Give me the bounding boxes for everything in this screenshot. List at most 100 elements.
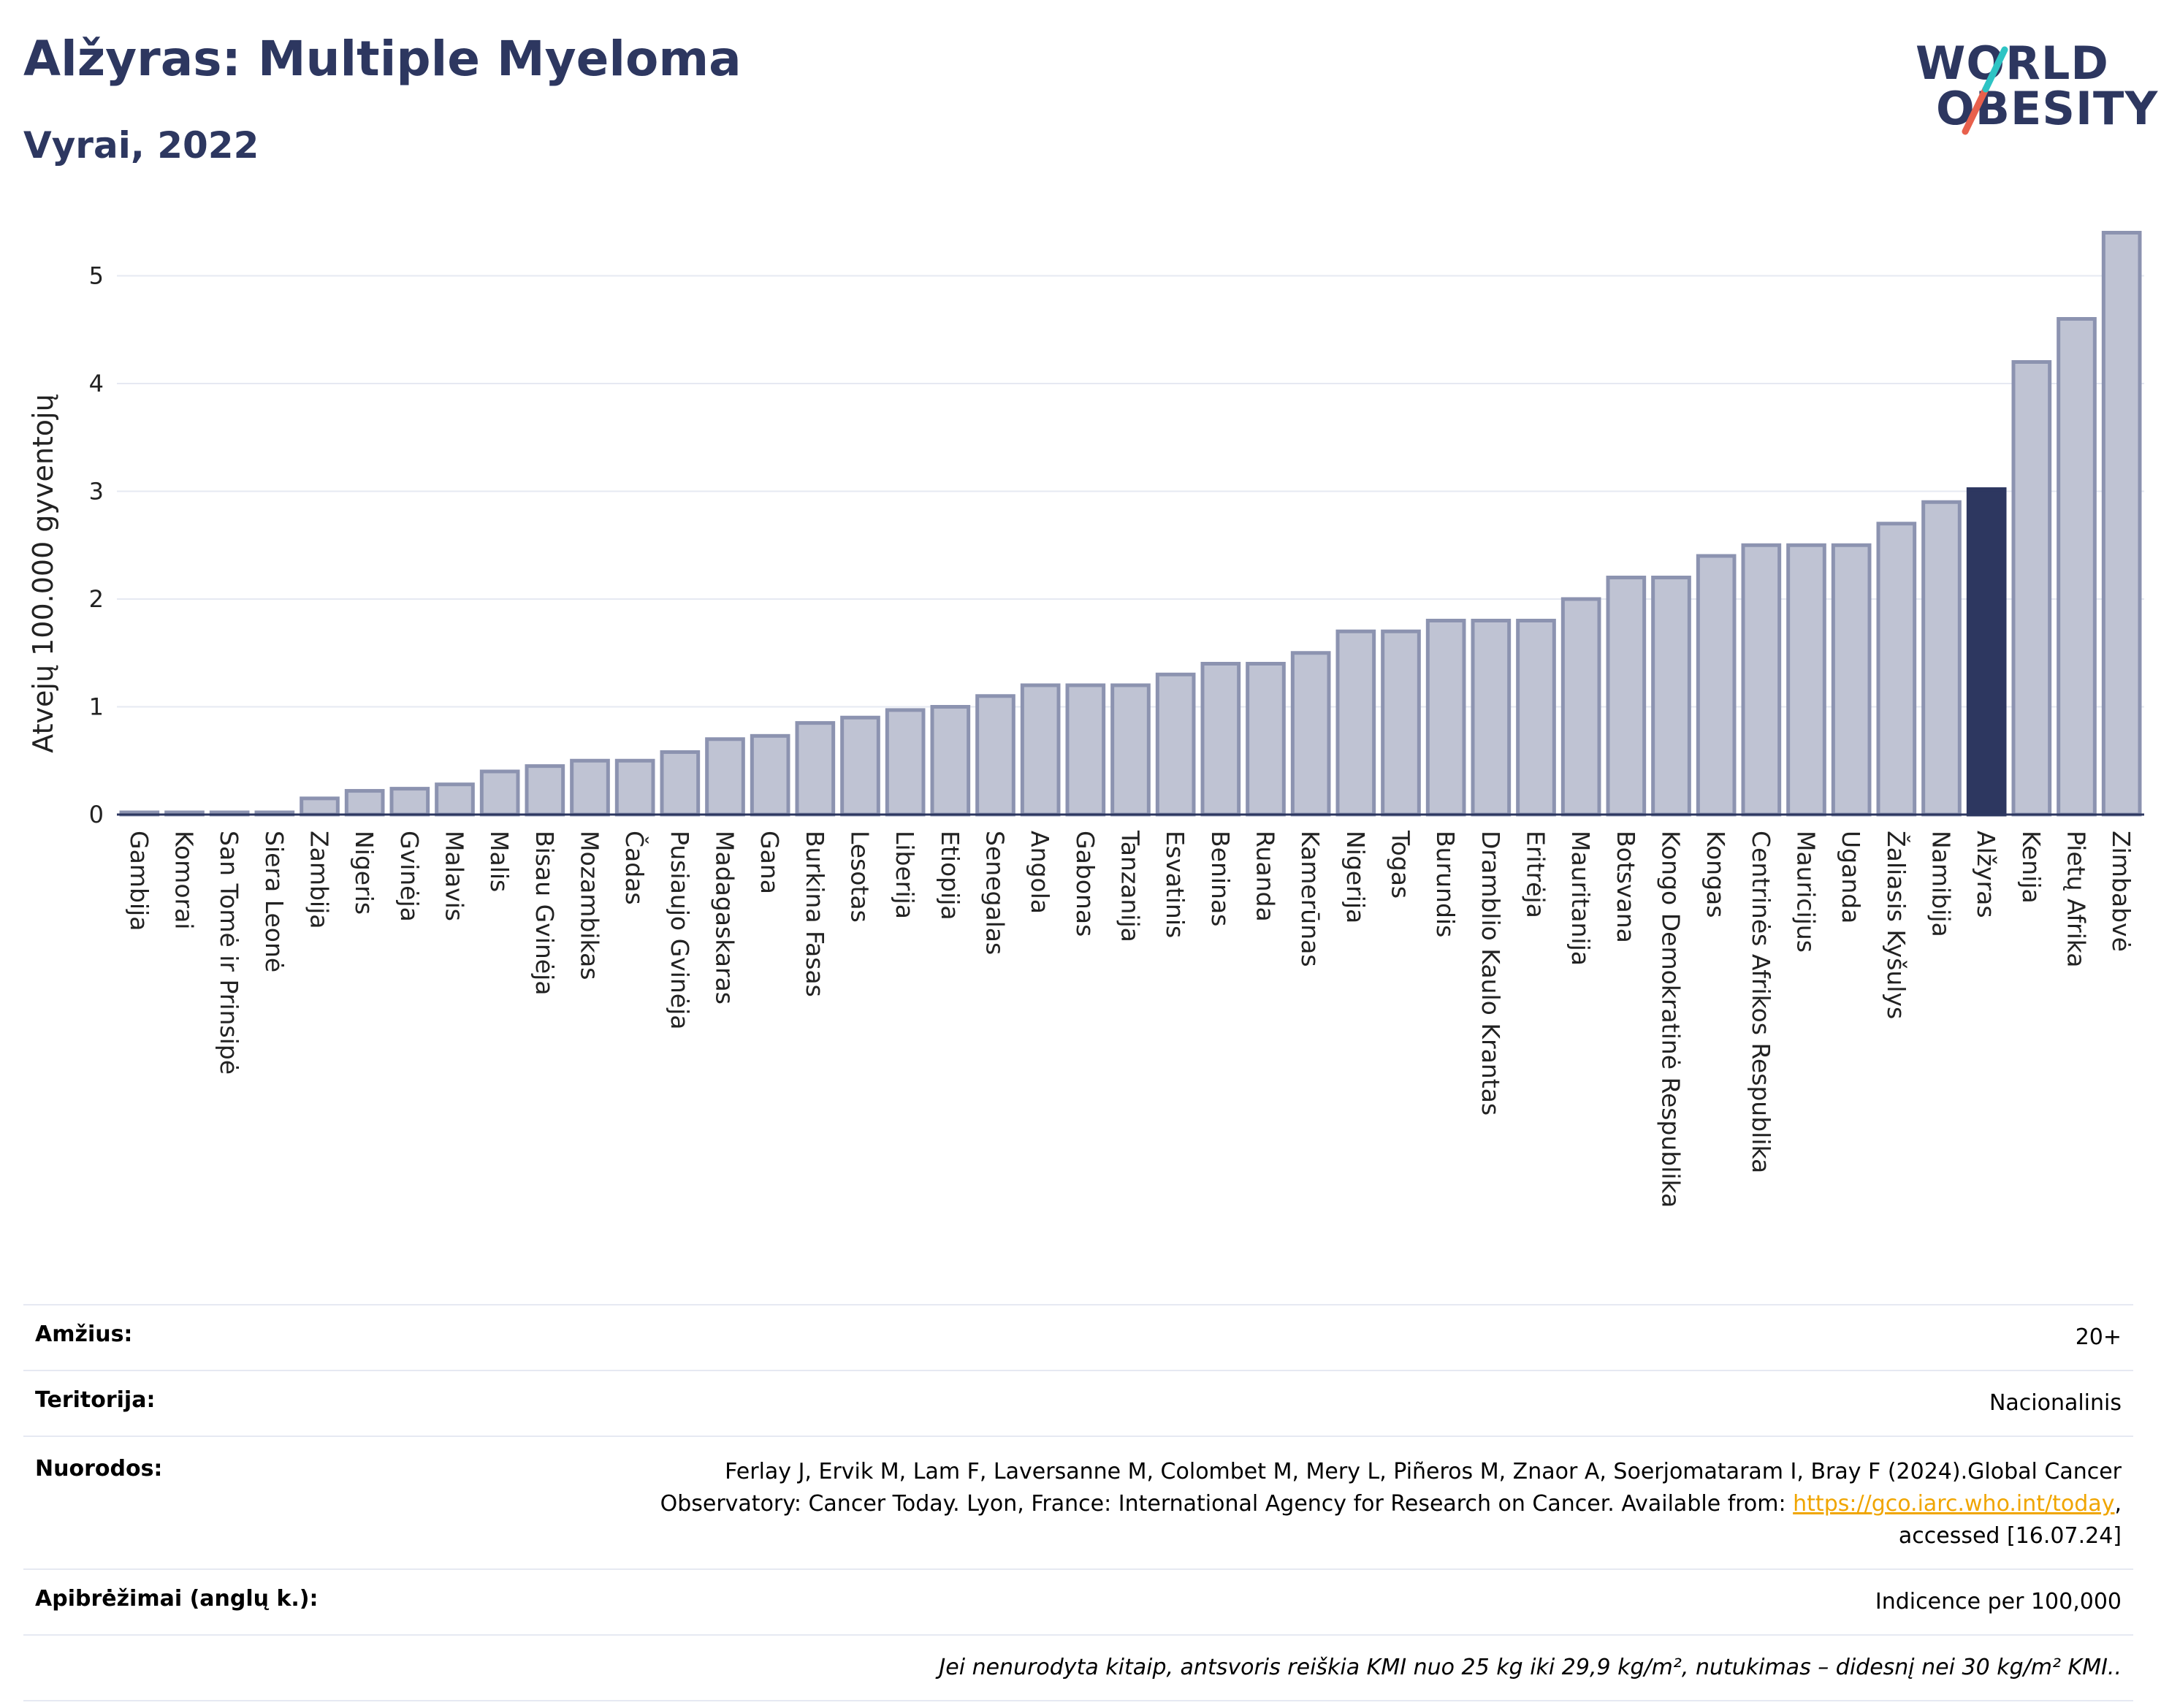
bar bbox=[1516, 619, 1556, 817]
x-tick-label: Siera Leonė bbox=[260, 831, 289, 972]
y-tick-label: 3 bbox=[89, 478, 104, 506]
territory-value: Nacionalinis bbox=[1989, 1390, 2122, 1416]
bar bbox=[300, 796, 340, 817]
bar bbox=[1200, 662, 1241, 817]
page-title: Alžyras: Multiple Myeloma bbox=[23, 31, 742, 87]
x-tick-label: Esvatinis bbox=[1161, 831, 1189, 938]
bar bbox=[1560, 597, 1601, 817]
bar bbox=[1381, 629, 1421, 817]
bar bbox=[1606, 576, 1647, 817]
x-tick-label: Nigeris bbox=[350, 831, 378, 915]
bar-chart: 0 1 2 3 4 5 Atvejų 100.000 gyventojų Gambija Kom… bbox=[27, 231, 2144, 1208]
bar bbox=[435, 782, 475, 817]
bar bbox=[344, 789, 385, 817]
definitions-value: Indicence per 100,000 bbox=[1875, 1589, 2122, 1614]
info-row-definitions: Apibrėžimai (anglų k.): Indicence per 10… bbox=[23, 1568, 2133, 1634]
x-tick-label: Beninas bbox=[1206, 831, 1235, 926]
y-tick-label: 2 bbox=[89, 585, 104, 613]
info-row-territory: Teritorija: Nacionalinis bbox=[23, 1370, 2133, 1436]
x-tick-label: Malis bbox=[485, 831, 514, 892]
bar bbox=[1831, 543, 1872, 817]
bar bbox=[1110, 683, 1151, 817]
x-tick-label: Žaliasis Kyšulys bbox=[1882, 831, 1911, 1019]
x-tick-label: Madagaskaras bbox=[711, 831, 739, 1004]
x-tick-label: Nigerija bbox=[1341, 831, 1370, 923]
x-tick-label: Malavis bbox=[441, 831, 469, 921]
bar bbox=[1020, 683, 1061, 817]
x-tick-label: Kenija bbox=[2017, 831, 2046, 904]
x-tick-label: Alžyras bbox=[1972, 831, 2000, 918]
bar bbox=[614, 758, 655, 817]
bar bbox=[1425, 619, 1466, 817]
x-tick-label: Senegalas bbox=[981, 831, 1010, 955]
x-tick-label: Dramblio Kaulo Krantas bbox=[1476, 831, 1505, 1116]
bar bbox=[1246, 662, 1286, 817]
territory-label: Teritorija: bbox=[35, 1387, 156, 1413]
page-subtitle: Vyrai, 2022 bbox=[23, 124, 259, 167]
x-tick-label: Pusiaujo Gvinėja bbox=[666, 831, 694, 1029]
x-tick-label: Čadas bbox=[620, 831, 649, 905]
bar bbox=[1335, 629, 1376, 817]
x-tick-label: Zambija bbox=[305, 831, 334, 929]
y-tick-label: 0 bbox=[89, 801, 104, 828]
x-tick-label: Angola bbox=[1026, 831, 1054, 914]
info-row-age: Amžius: 20+ bbox=[23, 1304, 2133, 1370]
x-tick-label: Zimbabvė bbox=[2107, 831, 2135, 952]
x-tick-label: Gabonas bbox=[1071, 831, 1099, 937]
references-value: Ferlay J, Ervik M, Lam F, Laversanne M, … bbox=[660, 1459, 2122, 1549]
age-value: 20+ bbox=[2075, 1324, 2122, 1350]
info-table: Amžius: 20+ Teritorija: Nacionalinis Nuo… bbox=[23, 1304, 2133, 1701]
info-row-references: Nuorodos: Ferlay J, Ervik M, Lam F, Lave… bbox=[23, 1436, 2133, 1568]
bar bbox=[2057, 317, 2097, 817]
bar bbox=[1966, 487, 2007, 817]
bar bbox=[930, 705, 971, 817]
bar bbox=[840, 715, 880, 817]
bar bbox=[525, 764, 565, 817]
x-tick-label: Burundis bbox=[1431, 831, 1460, 937]
references-link[interactable]: https://gco.iarc.who.int/today bbox=[1793, 1491, 2115, 1517]
bar bbox=[795, 721, 836, 817]
logo-slash-icon bbox=[1962, 46, 2008, 135]
definition-note: Jei nenurodyta kitaip, antsvoris reiškia… bbox=[939, 1655, 2122, 1680]
x-tick-label: Centrinės Afrikos Respublika bbox=[1747, 831, 1775, 1173]
bar bbox=[750, 733, 790, 817]
bar bbox=[660, 750, 701, 817]
x-tick-label: Gana bbox=[755, 831, 784, 894]
x-tick-label: Mauricijus bbox=[1792, 831, 1821, 953]
x-tick-label: Namibija bbox=[1927, 831, 1956, 937]
bar bbox=[389, 787, 430, 817]
bar bbox=[2011, 360, 2052, 817]
x-tick-label: Kamerūnas bbox=[1296, 831, 1325, 967]
bar bbox=[1290, 651, 1331, 817]
definitions-label: Apibrėžimai (anglų k.): bbox=[35, 1586, 319, 1612]
age-label: Amžius: bbox=[35, 1322, 133, 1347]
bar bbox=[1065, 683, 1106, 817]
x-tick-label: Botsvana bbox=[1612, 831, 1640, 943]
x-tick-label: Gambija bbox=[125, 831, 153, 931]
x-tick-label: Ruanda bbox=[1251, 831, 1280, 922]
x-tick-label: Burkina Fasas bbox=[801, 831, 829, 997]
x-tick-label: Komorai bbox=[170, 831, 199, 929]
x-tick-label: Liberija bbox=[891, 831, 919, 919]
bar bbox=[1155, 672, 1196, 817]
bar bbox=[1696, 554, 1737, 817]
bar bbox=[1786, 543, 1826, 817]
y-tick-label: 4 bbox=[89, 370, 104, 397]
world-obesity-logo: WORLD OBESITY bbox=[1907, 37, 2157, 153]
bar bbox=[479, 769, 520, 817]
x-tick-label: Togas bbox=[1387, 830, 1415, 899]
bar bbox=[1471, 619, 1512, 817]
bar bbox=[975, 694, 1015, 817]
bar bbox=[570, 758, 610, 817]
x-tick-label: Pietų Afrika bbox=[2062, 831, 2091, 968]
y-tick-label: 1 bbox=[89, 693, 104, 721]
x-tick-label: Kongo Demokratinė Respublika bbox=[1657, 831, 1685, 1208]
x-tick-label: San Tomė ir Prinsipė bbox=[215, 831, 243, 1075]
x-tick-label: Mozambikas bbox=[576, 831, 604, 980]
x-tick-label: Uganda bbox=[1837, 831, 1865, 923]
info-row-note: Jei nenurodyta kitaip, antsvoris reiškia… bbox=[23, 1634, 2133, 1701]
x-tick-label: Tanzanija bbox=[1116, 830, 1145, 942]
bar bbox=[885, 708, 926, 817]
bar bbox=[705, 737, 745, 817]
bar bbox=[1651, 576, 1691, 817]
